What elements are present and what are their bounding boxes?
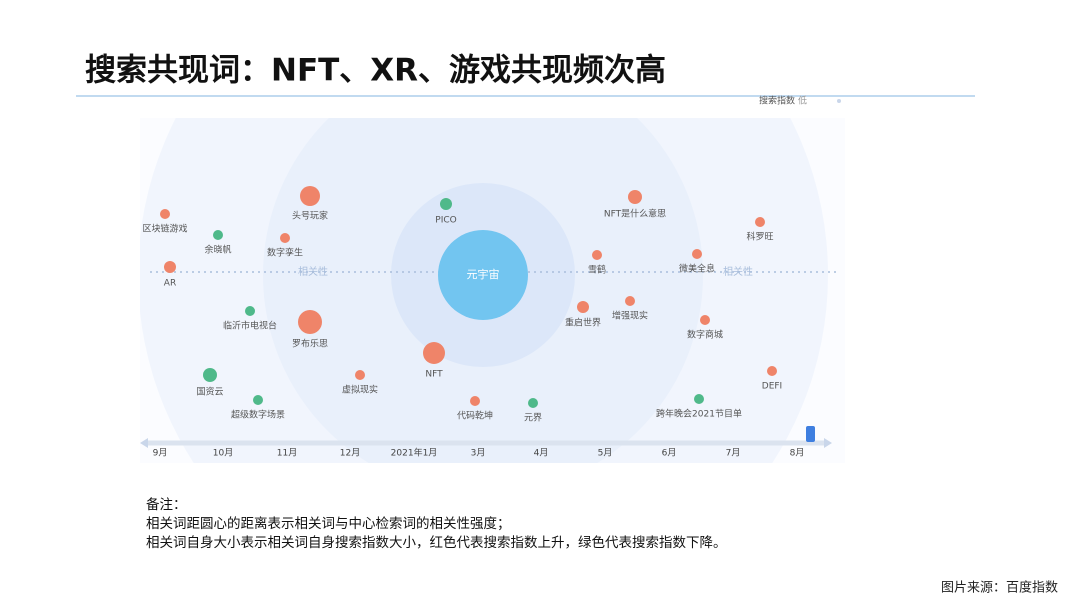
word-bubble (755, 217, 765, 227)
word-bubble (528, 398, 538, 408)
word-label: 头号玩家 (292, 210, 328, 222)
word-label: 区块链游戏 (142, 223, 187, 235)
timeline-left[interactable] (140, 438, 148, 448)
center-bubble (438, 230, 528, 320)
word-label: 超级数字场景 (231, 409, 285, 421)
notes: 备注： 相关词距圆心的距离表示相关词与中心检索词的相关性强度； 相关词自身大小表示相… (146, 496, 727, 551)
word-bubble (767, 366, 777, 376)
word-bubble (253, 395, 263, 405)
word-label: 雪鹤 (588, 264, 606, 276)
word-label: AR (164, 279, 176, 289)
word-bubble (164, 261, 176, 273)
word-label: 国资云 (196, 387, 223, 398)
word-bubble (213, 230, 223, 240)
legend-dot (837, 99, 841, 103)
word-bubble (300, 186, 320, 206)
timeline-label: 2021年1月 (391, 447, 438, 459)
note-line: 相关词自身大小表示相关词自身搜索指数大小，红色代表搜索指数上升，绿色代表搜索指数… (146, 534, 727, 551)
legend-label: 搜索指数 (759, 95, 795, 107)
word-bubble (628, 190, 642, 204)
timeline-right[interactable] (824, 438, 832, 448)
word-bubble (700, 315, 710, 325)
word-label: 临沂市电视台 (223, 320, 277, 332)
timeline-label: 6月 (662, 448, 677, 459)
word-bubble (577, 301, 589, 313)
timeline-label: 11月 (277, 448, 297, 459)
word-bubble (355, 370, 365, 380)
word-label: 跨年晚会2021节目单 (656, 408, 742, 420)
word-bubble (160, 209, 170, 219)
word-bubble (203, 368, 217, 382)
timeline-label: 8月 (790, 448, 805, 459)
axis-label: 相关性 (298, 265, 328, 278)
word-label: DEFI (762, 382, 782, 392)
word-label: 重启世界 (565, 317, 601, 329)
word-label: 罗布乐思 (292, 338, 328, 350)
word-label: PICO (435, 216, 456, 226)
word-label: 微美全息 (679, 263, 715, 275)
word-label: NFT (425, 370, 443, 380)
timeline-handle[interactable] (806, 426, 815, 442)
timeline-label: 10月 (213, 448, 233, 459)
word-label: 科罗旺 (746, 231, 773, 243)
timeline-label: 9月 (153, 448, 168, 459)
word-bubble (625, 296, 635, 306)
word-label: 代码乾坤 (457, 410, 493, 422)
word-label: 元界 (524, 413, 542, 424)
word-bubble (592, 250, 602, 260)
word-bubble (245, 306, 255, 316)
word-label: 增强现实 (612, 310, 648, 322)
axis-label: 相关性 (723, 265, 753, 278)
note-line: 备注： (146, 496, 187, 513)
legend-low: 低 (798, 95, 807, 107)
timeline-label: 3月 (471, 448, 486, 459)
word-bubble (440, 198, 452, 210)
timeline-label: 4月 (534, 448, 549, 459)
word-bubble (423, 342, 445, 364)
word-bubble (298, 310, 322, 334)
note-line: 相关词距圆心的距离表示相关词与中心检索词的相关性强度； (146, 515, 511, 532)
word-label: NFT是什么意思 (604, 208, 666, 220)
word-bubble (470, 396, 480, 406)
word-label: 虚拟现实 (342, 384, 378, 396)
word-label: 数字商城 (687, 329, 723, 341)
timeline-label: 7月 (726, 448, 741, 459)
word-label: 余晓帆 (204, 244, 231, 256)
word-bubble (280, 233, 290, 243)
title: 搜索共现词：NFT、XR、游戏共现频次高 (85, 53, 666, 89)
word-label: 数字孪生 (267, 247, 303, 259)
timeline-label: 5月 (598, 448, 613, 459)
center-label: 元宇宙 (467, 267, 500, 281)
word-bubble (694, 394, 704, 404)
timeline-label: 12月 (340, 448, 360, 459)
word-bubble (692, 249, 702, 259)
source: 图片来源：百度指数 (941, 580, 1058, 596)
